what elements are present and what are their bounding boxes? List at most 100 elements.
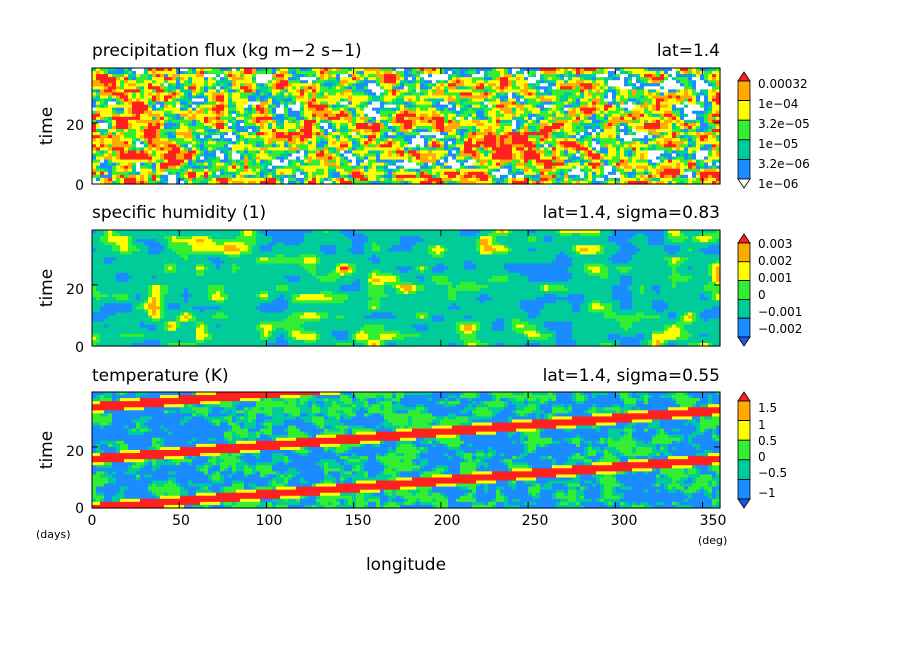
- heatmap-cell: [172, 92, 177, 97]
- heatmap-cell: [396, 86, 401, 90]
- heatmap-cell: [580, 86, 585, 90]
- heatmap-cell: [320, 86, 325, 90]
- heatmap-cell: [672, 110, 677, 115]
- heatmap-cell: [372, 98, 377, 103]
- heatmap-cell: [472, 119, 477, 124]
- heatmap-cell: [664, 107, 669, 112]
- heatmap-cell: [712, 80, 717, 84]
- heatmap-cell: [268, 110, 273, 115]
- heatmap-cell: [520, 71, 525, 75]
- heatmap-cell: [660, 110, 665, 115]
- heatmap-cell: [572, 104, 577, 109]
- heatmap-cell: [360, 98, 365, 103]
- heatmap-cell: [612, 89, 617, 94]
- heatmap-cell: [128, 86, 133, 90]
- heatmap-cell: [292, 116, 297, 121]
- heatmap-cell: [536, 116, 541, 121]
- heatmap-cell: [516, 119, 521, 124]
- heatmap-cell: [552, 89, 557, 94]
- heatmap-cell: [256, 104, 261, 109]
- heatmap-cell: [504, 80, 509, 84]
- heatmap-cell: [156, 110, 161, 115]
- heatmap-cell: [300, 89, 305, 94]
- heatmap-cell: [572, 68, 577, 72]
- heatmap-cell: [644, 86, 649, 90]
- heatmap-cell: [656, 110, 661, 115]
- heatmap-cell: [384, 89, 389, 94]
- heatmap-cell: [128, 113, 133, 118]
- heatmap-cell: [268, 68, 273, 72]
- heatmap-cell: [624, 104, 629, 109]
- heatmap-cell: [680, 68, 685, 72]
- heatmap-cell: [328, 98, 333, 103]
- heatmap-cell: [272, 71, 277, 75]
- heatmap-cell: [156, 86, 161, 90]
- heatmap-cell: [156, 92, 161, 97]
- heatmap-cell: [376, 95, 381, 100]
- heatmap-cell: [228, 83, 233, 87]
- heatmap-cell: [712, 77, 717, 81]
- heatmap-cell: [672, 107, 677, 112]
- heatmap-cell: [208, 104, 213, 109]
- heatmap-cell: [440, 77, 445, 81]
- heatmap-cell: [428, 113, 433, 118]
- heatmap-cell: [144, 110, 149, 115]
- heatmap-cell: [380, 113, 385, 118]
- heatmap-cell: [572, 74, 577, 78]
- heatmap-cell: [160, 80, 165, 84]
- heatmap-cell: [96, 68, 101, 72]
- heatmap-cell: [196, 92, 201, 97]
- heatmap-cell: [212, 101, 217, 106]
- heatmap-cell: [196, 107, 201, 112]
- heatmap-cell: [464, 74, 469, 78]
- heatmap-cell: [640, 86, 645, 90]
- heatmap-cell: [536, 80, 541, 84]
- heatmap-cell: [612, 119, 617, 124]
- heatmap-cell: [572, 92, 577, 97]
- heatmap-cell: [404, 86, 409, 90]
- heatmap-cell: [600, 71, 605, 75]
- heatmap-cell: [488, 119, 493, 124]
- heatmap-cell: [140, 83, 145, 87]
- heatmap-cell: [556, 116, 561, 121]
- heatmap-cell: [440, 95, 445, 100]
- heatmap-cell: [312, 113, 317, 118]
- heatmap-cell: [280, 116, 285, 121]
- heatmap-cell: [480, 74, 485, 78]
- heatmap-cell: [712, 86, 717, 90]
- heatmap-cell: [440, 98, 445, 103]
- heatmap-cell: [156, 68, 161, 72]
- heatmap-cell: [92, 101, 97, 106]
- heatmap-cell: [452, 71, 457, 75]
- heatmap-cell: [696, 101, 701, 106]
- heatmap-cell: [700, 101, 705, 106]
- heatmap-cell: [392, 104, 397, 109]
- heatmap-cell: [260, 119, 265, 124]
- heatmap-cell: [136, 104, 141, 109]
- heatmap-cell: [448, 80, 453, 84]
- heatmap-cell: [244, 74, 249, 78]
- heatmap-cell: [132, 68, 137, 72]
- heatmap-cell: [168, 107, 173, 112]
- heatmap-cell: [344, 74, 349, 78]
- heatmap-cell: [492, 74, 497, 78]
- heatmap-cell: [104, 77, 109, 81]
- heatmap-cell: [328, 74, 333, 78]
- heatmap-cell: [192, 89, 197, 94]
- heatmap-cell: [96, 104, 101, 109]
- heatmap-cell: [592, 107, 597, 112]
- heatmap-cell: [132, 113, 137, 118]
- heatmap-cell: [308, 68, 313, 72]
- heatmap-cell: [324, 77, 329, 81]
- heatmap-cell: [384, 98, 389, 103]
- heatmap-cell: [384, 113, 389, 118]
- heatmap-cell: [140, 101, 145, 106]
- heatmap-cell: [128, 98, 133, 103]
- heatmap-cell: [320, 116, 325, 121]
- heatmap-cell: [312, 104, 317, 109]
- heatmap-cell: [132, 74, 137, 78]
- heatmap-cell: [164, 71, 169, 75]
- heatmap-cell: [296, 74, 301, 78]
- heatmap-cell: [524, 98, 529, 103]
- heatmap-cell: [436, 71, 441, 75]
